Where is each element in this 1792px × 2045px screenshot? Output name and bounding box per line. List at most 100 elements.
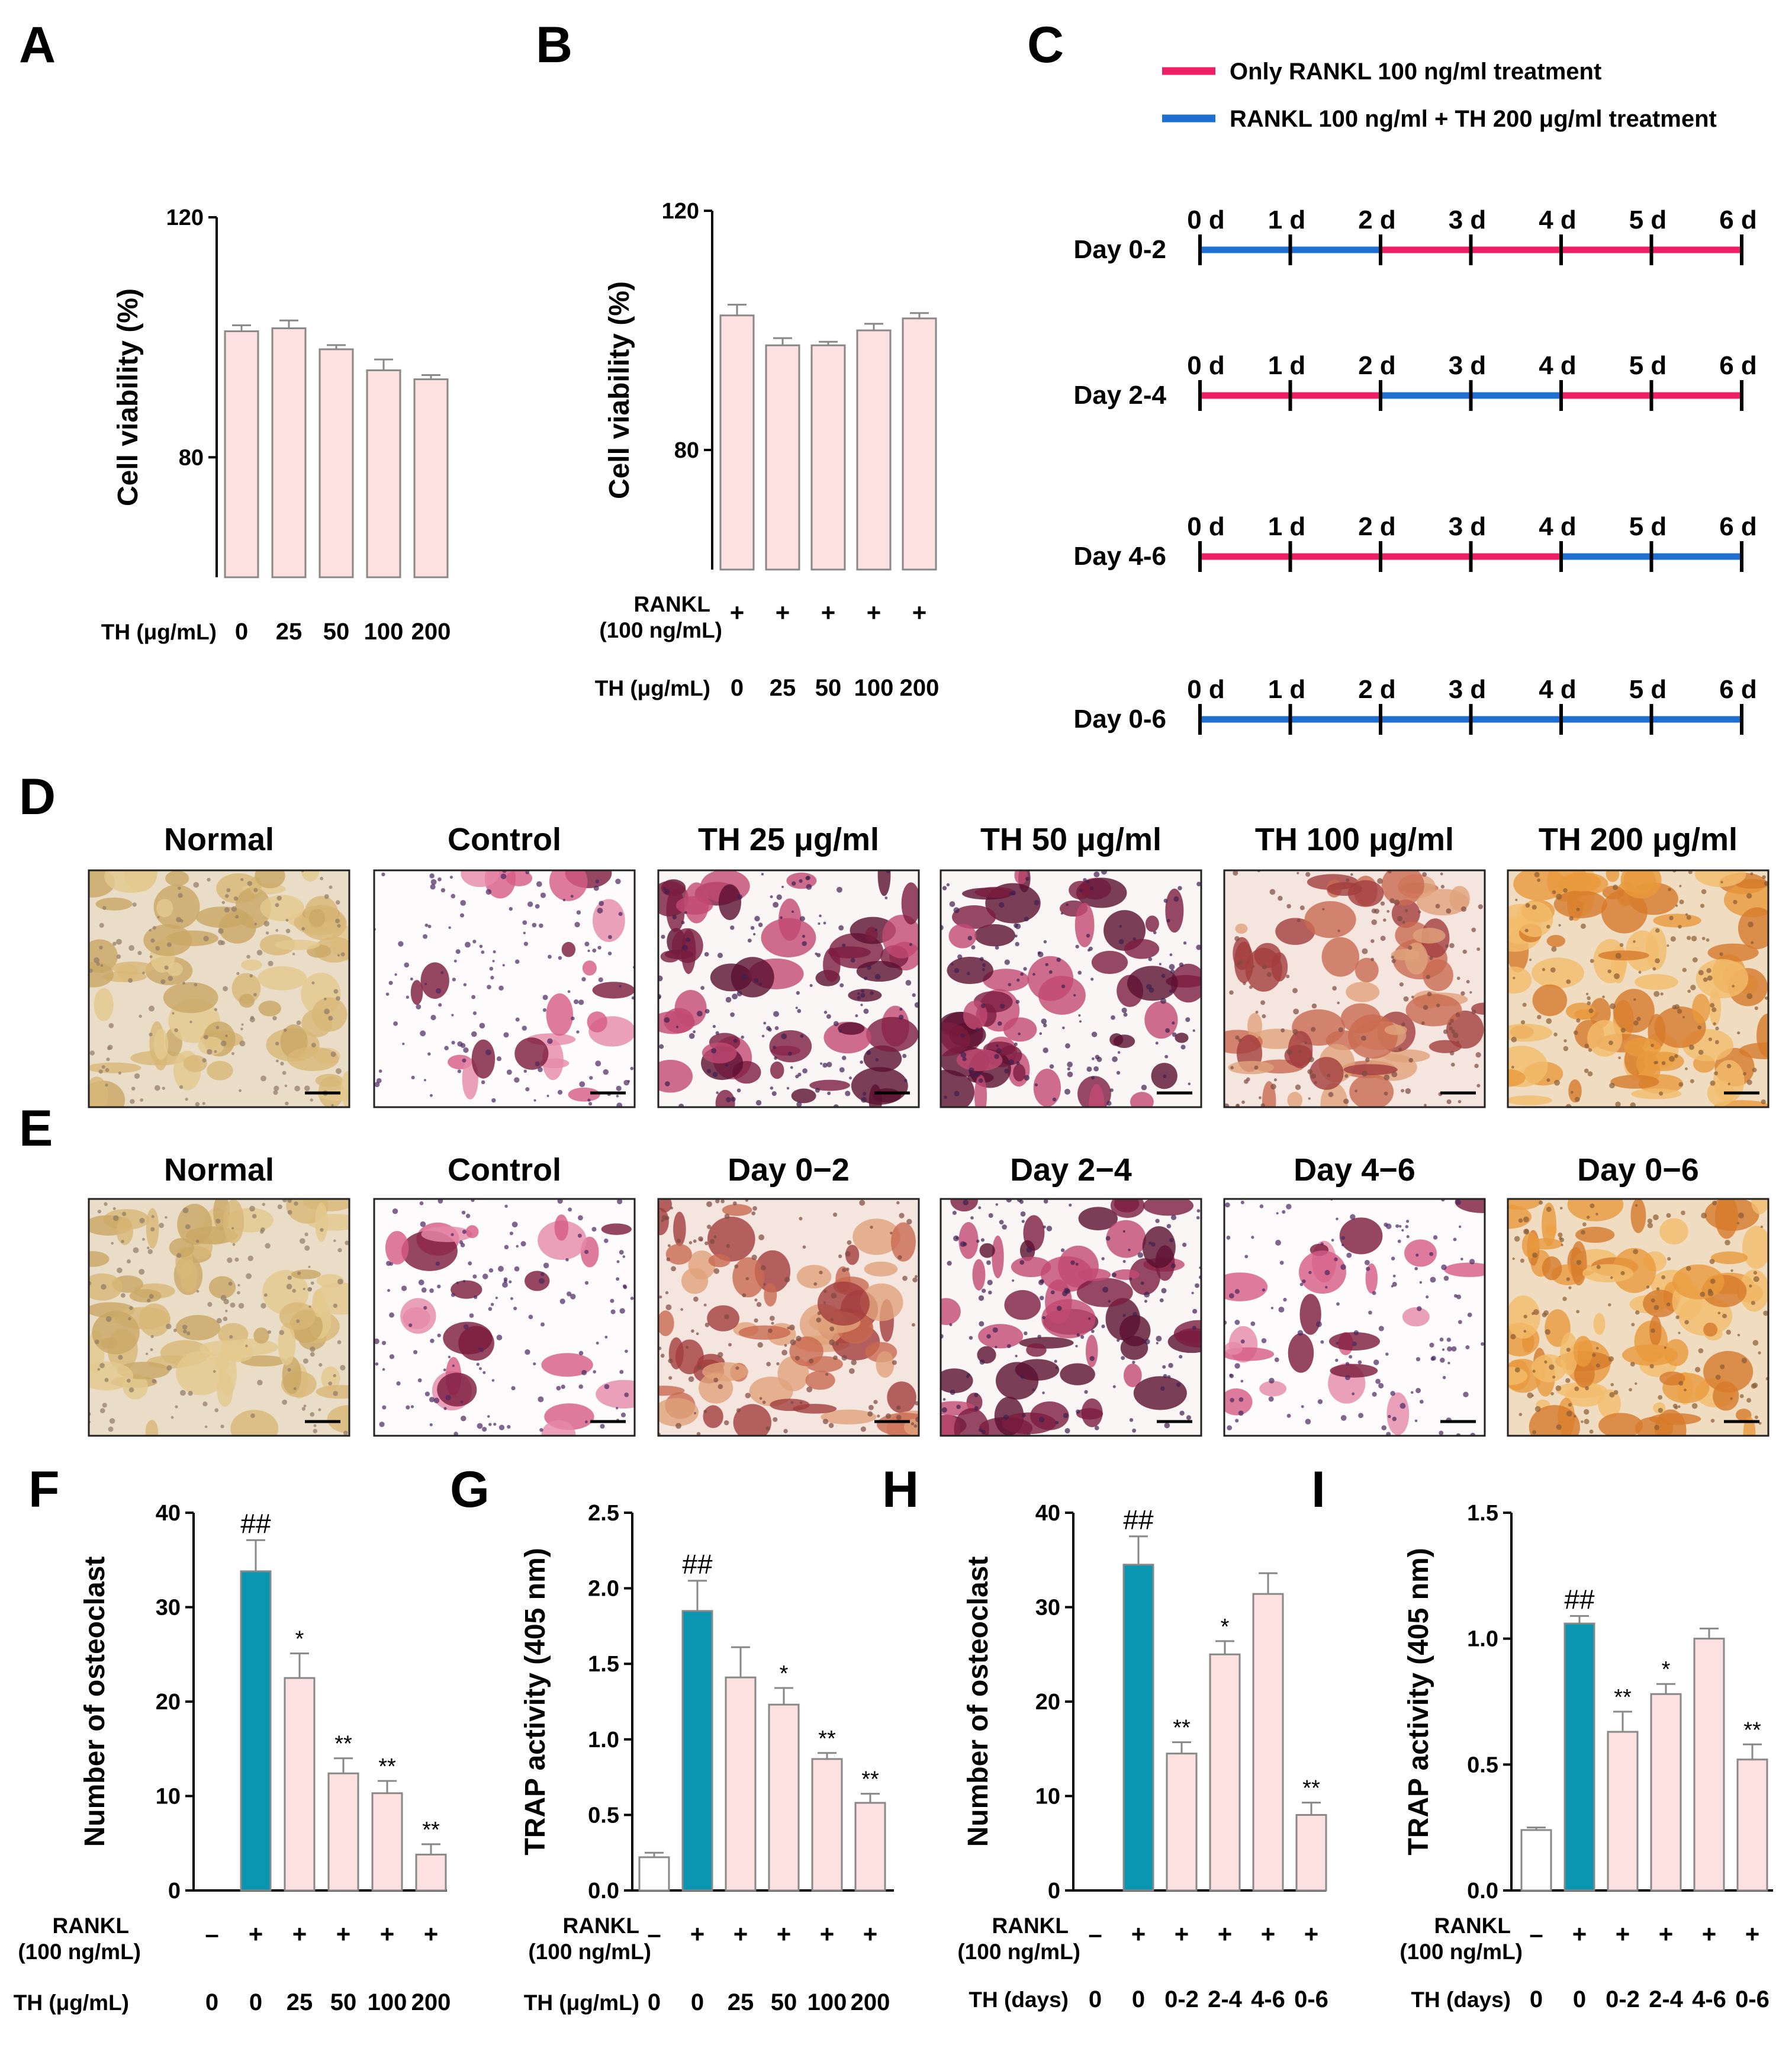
cell-dot	[1079, 888, 1083, 892]
cell-dot	[1254, 1065, 1259, 1070]
cell-dot	[1032, 1388, 1035, 1391]
cell-dot	[1550, 967, 1556, 973]
cell-cluster	[1553, 890, 1607, 918]
cell-dot	[233, 896, 239, 901]
cell-dot	[1196, 882, 1201, 886]
micrograph-D-2	[657, 869, 920, 1108]
cell-cluster	[1711, 1251, 1748, 1265]
cell-dot	[817, 1311, 821, 1316]
cell-cluster	[255, 870, 285, 889]
cell-dot	[1308, 1097, 1311, 1100]
cell-dot	[1546, 1078, 1550, 1082]
cell-dot	[1679, 899, 1684, 905]
cell-dot	[249, 1205, 255, 1212]
micrograph-content	[1508, 870, 1768, 1107]
cell-dot	[1052, 1097, 1057, 1102]
rankl-sign: +	[1616, 1920, 1630, 1948]
cell-dot	[860, 1004, 863, 1007]
bar	[240, 1570, 272, 1892]
cell-dot	[1595, 1363, 1600, 1368]
cell-dot	[1270, 1083, 1276, 1090]
cell-cluster	[1077, 1268, 1111, 1281]
bar	[1693, 1638, 1725, 1892]
cell-dot	[911, 1323, 915, 1327]
cell-dot	[987, 1279, 993, 1285]
cell-dot	[105, 1083, 108, 1087]
cell-dot	[453, 1432, 458, 1436]
timeline-row-label: Day 2-4	[1073, 381, 1166, 410]
cell-dot	[104, 1378, 109, 1382]
cell-dot	[468, 1261, 472, 1266]
micrograph-frame	[940, 869, 1202, 1108]
bar	[765, 344, 800, 571]
cell-dot	[1015, 999, 1020, 1004]
cell-dot	[617, 1199, 623, 1205]
cell-dot	[1305, 872, 1311, 877]
cell-dot	[1090, 978, 1094, 981]
cell-dot	[430, 884, 436, 890]
cell-dot	[1177, 886, 1182, 890]
cell-dot	[1388, 1414, 1391, 1419]
cell-dot	[736, 894, 743, 900]
cell-dot	[423, 1306, 427, 1310]
cell-dot	[117, 1267, 123, 1274]
y-tick-label: 1.0	[1467, 1627, 1498, 1652]
cell-dot	[954, 1091, 960, 1097]
cell-cluster	[1004, 1290, 1041, 1320]
x-tick-label: 25	[728, 1989, 754, 2015]
cell-cluster	[761, 918, 816, 957]
cell-dot	[437, 1199, 443, 1204]
cell-dot	[133, 1247, 139, 1253]
cell-dot	[1161, 973, 1166, 978]
cell-dot	[256, 950, 263, 956]
cell-dot	[1233, 870, 1238, 876]
cell-dot	[503, 1032, 509, 1038]
rankl-sign: +	[730, 599, 745, 626]
cell-dot	[89, 1050, 95, 1056]
cell-dot	[884, 896, 888, 899]
cell-dot	[239, 1089, 242, 1092]
cell-dot	[809, 984, 813, 988]
cell-dot	[1297, 1330, 1304, 1336]
cell-dot	[429, 1423, 433, 1427]
cell-cluster	[791, 1088, 816, 1104]
micrograph-frame	[88, 869, 350, 1108]
cell-dot	[616, 1260, 620, 1263]
cell-cluster	[153, 885, 200, 930]
cell-dot	[826, 1014, 831, 1019]
panel-letter-A: A	[19, 17, 56, 73]
cell-dot	[121, 1211, 127, 1216]
micrograph-D-3	[940, 869, 1202, 1108]
cell-dot	[1596, 1265, 1601, 1269]
cell-cluster	[1127, 966, 1178, 1001]
cell-dot	[503, 1277, 508, 1282]
cell-dot	[215, 1025, 220, 1030]
cell-dot	[597, 946, 601, 950]
cell-cluster	[1742, 1226, 1768, 1269]
cell-cluster	[1298, 1250, 1346, 1294]
cell-dot	[758, 982, 763, 986]
cell-dot	[1039, 1032, 1043, 1036]
cell-dot	[1270, 1307, 1274, 1310]
cell-dot	[953, 1235, 959, 1242]
cell-dot	[170, 1416, 174, 1419]
cell-dot	[838, 1254, 842, 1258]
cell-dot	[1651, 1298, 1655, 1303]
significance-label: ##	[240, 1508, 271, 1539]
cell-dot	[448, 926, 451, 929]
cell-dot	[1151, 1242, 1156, 1247]
cell-dot	[800, 1034, 804, 1038]
x-tick-label: 100	[364, 619, 404, 645]
cell-dot	[559, 1298, 565, 1304]
cell-dot	[1674, 1054, 1678, 1058]
cell-dot	[787, 1326, 790, 1330]
cell-dot	[1610, 1382, 1614, 1387]
cell-dot	[688, 1376, 694, 1382]
cell-cluster	[1623, 870, 1656, 894]
micrograph-content	[89, 1199, 349, 1436]
cell-cluster	[1085, 1335, 1098, 1368]
row-label: TH (days)	[969, 1988, 1069, 2012]
cell-dot	[463, 1324, 469, 1330]
cell-dot	[108, 1426, 114, 1432]
cell-dot	[311, 1043, 316, 1048]
